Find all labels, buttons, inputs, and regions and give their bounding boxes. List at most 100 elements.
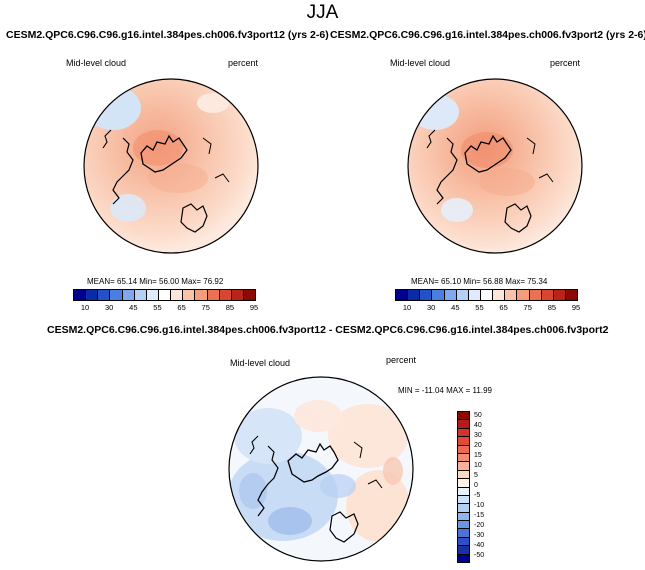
left-stats: MEAN= 65.14 Min= 56.00 Max= 76.92	[87, 277, 224, 286]
colorbar-swatch	[408, 290, 421, 300]
colorbar-swatch	[458, 521, 469, 530]
colorbar-label: 0	[474, 482, 478, 489]
colorbar-label: 30	[474, 432, 482, 439]
colorbar-swatch	[458, 437, 469, 446]
colorbar-swatch	[219, 290, 232, 300]
right-colorbar-labels: 10 30 45 55 65 75 85 95	[395, 303, 580, 313]
colorbar-label: -50	[474, 552, 485, 559]
diff-panel-title: CESM2.QPC6.C96.C96.g16.intel.384pes.ch00…	[47, 324, 609, 336]
diff-units-label: percent	[386, 355, 417, 365]
colorbar-swatch	[458, 445, 469, 454]
diff-colorbar	[457, 411, 470, 563]
colorbar-swatch	[541, 290, 554, 300]
colorbar-swatch	[517, 290, 530, 300]
colorbar-swatch	[458, 554, 469, 563]
colorbar-swatch	[458, 470, 469, 480]
colorbar-swatch	[458, 453, 469, 463]
colorbar-label: 10	[402, 303, 412, 312]
colorbar-swatch	[86, 290, 99, 300]
colorbar-label: 85	[225, 303, 235, 312]
colorbar-label: 20	[474, 442, 482, 449]
colorbar-swatch	[468, 290, 481, 300]
right-stats: MEAN= 65.10 Min= 56.88 Max= 75.34	[411, 277, 548, 286]
colorbar-label: 45	[129, 303, 138, 312]
colorbar-swatch	[146, 290, 159, 300]
colorbar-swatch	[480, 290, 494, 300]
colorbar-label: 30	[427, 303, 436, 312]
colorbar-swatch	[458, 537, 469, 547]
colorbar-label: 55	[475, 303, 484, 312]
colorbar-label: 15	[474, 452, 482, 459]
colorbar-label: 65	[499, 303, 508, 312]
right-polar-map	[407, 78, 583, 254]
colorbar-swatch	[458, 412, 469, 421]
diff-stats: MIN = -11.04 MAX = 11.99	[398, 386, 492, 395]
colorbar-swatch	[171, 290, 184, 300]
diff-field-label: Mid-level cloud	[230, 358, 291, 368]
diff-polar-map	[228, 376, 414, 562]
colorbar-label: -40	[474, 542, 485, 549]
colorbar-swatch	[565, 290, 578, 300]
colorbar-swatch	[122, 290, 135, 300]
colorbar-swatch	[458, 487, 469, 496]
colorbar-swatch	[458, 546, 469, 555]
colorbar-label: 10	[474, 462, 482, 469]
colorbar-swatch	[458, 504, 469, 513]
colorbar-label: 95	[249, 303, 259, 312]
colorbar-swatch	[493, 290, 506, 300]
diff-colorbar-labels: 50 40 30 20 15 10 5 0 -5 -10 -15 -20 -30 -40 -50	[474, 411, 504, 561]
colorbar-swatch	[158, 290, 172, 300]
colorbar-swatch	[553, 290, 566, 300]
colorbar-swatch	[183, 290, 196, 300]
left-field-label: Mid-level cloud	[66, 58, 127, 68]
right-panel-title: CESM2.QPC6.C96.C96.g16.intel.384pes.ch00…	[330, 29, 645, 41]
colorbar-label: 75	[523, 303, 532, 312]
left-panel-title: CESM2.QPC6.C96.C96.g16.intel.384pes.ch00…	[6, 29, 329, 41]
colorbar-swatch	[444, 290, 457, 300]
colorbar-label: 45	[451, 303, 460, 312]
colorbar-swatch	[74, 290, 87, 300]
colorbar-swatch	[195, 290, 208, 300]
colorbar-swatch	[458, 428, 469, 438]
colorbar-label: 5	[474, 472, 478, 479]
colorbar-label: -15	[474, 512, 485, 519]
right-field-label: Mid-level cloud	[390, 58, 451, 68]
colorbar-swatch	[458, 462, 469, 471]
colorbar-swatch	[458, 495, 469, 505]
colorbar-swatch	[458, 420, 469, 429]
colorbar-swatch	[456, 290, 469, 300]
colorbar-label: -10	[474, 502, 485, 509]
colorbar-label: 50	[474, 412, 482, 419]
colorbar-swatch	[134, 290, 147, 300]
colorbar-label: 95	[571, 303, 581, 312]
colorbar-swatch	[420, 290, 433, 300]
left-colorbar	[73, 289, 256, 301]
colorbar-label: 85	[547, 303, 557, 312]
colorbar-swatch	[396, 290, 409, 300]
colorbar-label: -20	[474, 522, 485, 529]
colorbar-swatch	[432, 290, 445, 300]
colorbar-label: 55	[153, 303, 162, 312]
colorbar-label: -30	[474, 532, 485, 539]
colorbar-swatch	[110, 290, 123, 300]
left-colorbar-labels: 10 30 45 55 65 75 85 95	[73, 303, 258, 313]
colorbar-label: 75	[201, 303, 210, 312]
right-colorbar	[395, 289, 578, 301]
colorbar-swatch	[458, 479, 469, 488]
colorbar-swatch	[458, 512, 469, 522]
colorbar-label: 65	[177, 303, 186, 312]
colorbar-swatch	[505, 290, 518, 300]
colorbar-swatch	[243, 290, 256, 300]
colorbar-label: 30	[105, 303, 114, 312]
colorbar-label: 40	[474, 422, 482, 429]
colorbar-swatch	[207, 290, 220, 300]
colorbar-swatch	[529, 290, 542, 300]
colorbar-swatch	[98, 290, 111, 300]
colorbar-label: -5	[474, 492, 481, 499]
colorbar-swatch	[458, 529, 469, 538]
left-polar-map	[83, 78, 259, 254]
colorbar-label: 10	[80, 303, 90, 312]
figure-title: JJA	[306, 2, 339, 23]
colorbar-swatch	[231, 290, 244, 300]
right-units-label: percent	[550, 58, 581, 68]
